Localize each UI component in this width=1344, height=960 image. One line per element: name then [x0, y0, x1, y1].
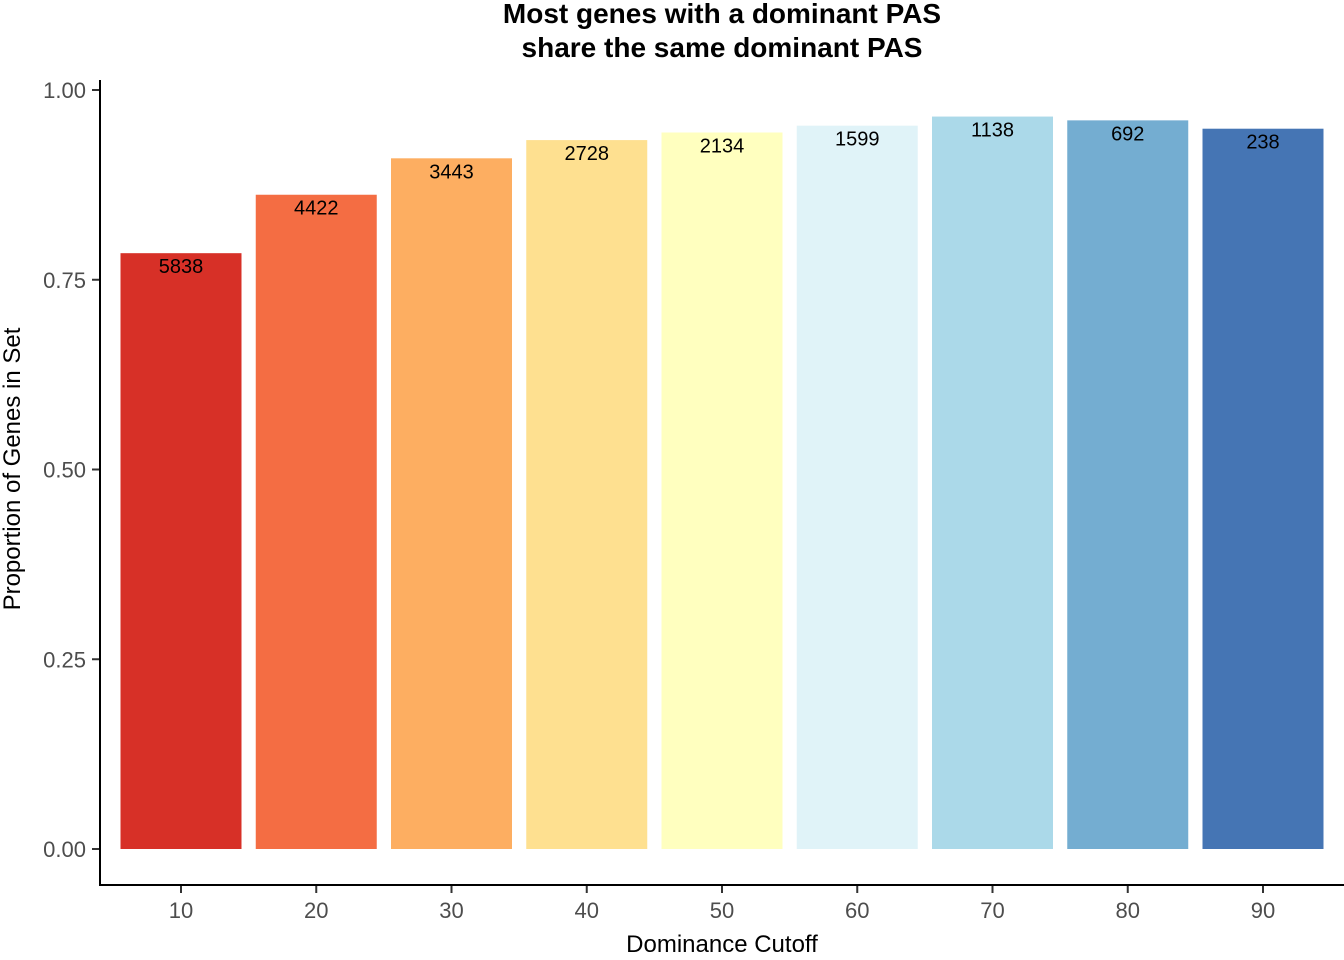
bar-70 — [932, 116, 1053, 849]
bar-80 — [1067, 120, 1189, 850]
x-tick-label-60: 60 — [845, 898, 869, 923]
y-tick-label: 0.75 — [43, 268, 86, 293]
bar-20 — [255, 194, 377, 849]
y-tick-label: 1.00 — [43, 78, 86, 103]
bar-data-labels: 5838 4422 3443 2728 2134 1599 1138 692 238 — [159, 120, 1280, 279]
bar-40 — [526, 140, 648, 849]
x-tick-label-70: 70 — [980, 898, 1004, 923]
bar-data-label-30: 3443 — [429, 161, 474, 183]
x-tick-label-80: 80 — [1116, 898, 1140, 923]
chart-title-line-2: share the same dominant PAS — [522, 32, 923, 63]
bar-data-label-80: 692 — [1111, 123, 1144, 145]
bar-10 — [120, 253, 242, 849]
x-tick-label-20: 20 — [304, 898, 328, 923]
bar-60 — [796, 125, 918, 850]
bar-data-label-90: 238 — [1246, 132, 1279, 154]
y-tick-label: 0.00 — [43, 837, 86, 862]
chart-title-line-1: Most genes with a dominant PAS — [503, 0, 941, 29]
bar-30 — [391, 158, 512, 849]
x-tick-label-30: 30 — [439, 898, 463, 923]
x-tick-label-10: 10 — [169, 898, 193, 923]
y-axis-title: Proportion of Genes in Set — [0, 327, 26, 610]
x-axis-ticks: 10 20 30 40 50 60 70 80 90 — [169, 885, 1275, 923]
x-tick-label-90: 90 — [1251, 898, 1275, 923]
y-tick-label: 0.25 — [43, 647, 86, 672]
bar-90 — [1202, 128, 1324, 850]
bar-data-label-60: 1599 — [835, 129, 880, 151]
x-tick-label-50: 50 — [710, 898, 734, 923]
y-axis-ticks: 0.00 0.25 0.50 0.75 1.00 — [43, 78, 100, 862]
bars-group — [120, 116, 1324, 850]
y-tick-label: 0.50 — [43, 458, 86, 483]
x-tick-label-40: 40 — [575, 898, 599, 923]
bar-data-label-50: 2134 — [700, 136, 745, 158]
x-axis-title: Dominance Cutoff — [626, 931, 818, 958]
bar-data-label-70: 1138 — [971, 120, 1014, 142]
bar-data-label-40: 2728 — [565, 143, 610, 165]
bar-data-label-10: 5838 — [159, 256, 204, 278]
bar-50 — [661, 132, 783, 849]
bar-data-label-20: 4422 — [294, 198, 339, 220]
